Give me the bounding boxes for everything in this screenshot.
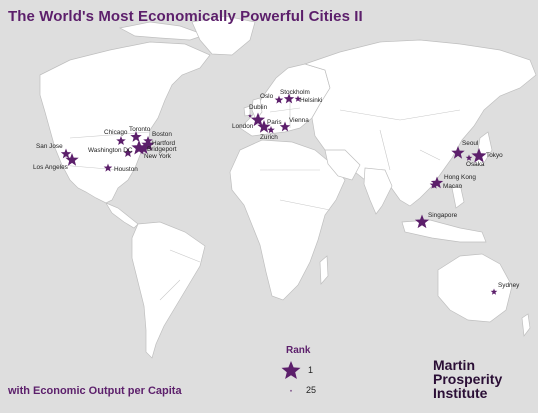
- legend-max-label: 1: [308, 365, 314, 375]
- city-label-los-angeles: Los Angeles: [33, 164, 68, 171]
- central-america-landmass: [105, 202, 139, 229]
- city-star-stockholm: [283, 93, 295, 104]
- institute-line-1: Martin: [433, 357, 475, 373]
- institute-line-2: Prosperity: [433, 371, 503, 387]
- city-star-tokyo: [471, 148, 487, 163]
- city-star-los-angeles: [65, 153, 79, 166]
- city-label-bridgeport: Bridgeport: [147, 146, 177, 153]
- city-star-vienna: [279, 121, 291, 132]
- institute-logo: Martin Prosperity Institute: [433, 358, 502, 400]
- city-label-oslo: Oslo: [260, 93, 274, 100]
- legend-title: Rank: [286, 345, 311, 356]
- institute-line-3: Institute: [433, 385, 488, 401]
- city-star-hong-kong: [430, 176, 444, 189]
- city-star-new-york: [131, 140, 147, 155]
- asia-landmass: [303, 39, 537, 207]
- city-star-seoul: [451, 146, 465, 159]
- city-label-boston: Boston: [152, 131, 172, 138]
- city-star-paris: [257, 120, 271, 133]
- city-label-osaka: Osaka: [466, 161, 485, 168]
- city-label-singapore: Singapore: [428, 212, 458, 219]
- city-label-stockholm: Stockholm: [280, 89, 310, 96]
- city-star-bridgeport: [138, 143, 150, 154]
- city-star-london: [250, 112, 266, 127]
- south-america-landmass: [131, 221, 206, 359]
- city-star-toronto: [130, 131, 142, 142]
- city-star-oslo: [274, 95, 284, 104]
- city-star-helsinki: [294, 95, 302, 102]
- india-landmass: [363, 167, 393, 215]
- city-label-seoul: Seoul: [462, 140, 478, 147]
- australia-landmass: [437, 253, 513, 323]
- city-label-london: London: [232, 123, 254, 130]
- greenland-landmass: [191, 15, 256, 56]
- city-star-zurich: [267, 126, 275, 134]
- city-star-washington-dc: [123, 148, 133, 157]
- legend-min-label: 25: [306, 385, 317, 395]
- city-label-vienna: Vienna: [289, 117, 309, 124]
- north-america-landmass: [39, 41, 211, 204]
- city-star-sydney: [490, 288, 498, 295]
- city-star-houston: [103, 163, 113, 172]
- city-star-hartford: [141, 138, 155, 151]
- map-subtitle: with Economic Output per Capita: [8, 385, 182, 397]
- city-label-hong-kong: Hong Kong: [444, 174, 476, 181]
- city-label-hartford: Hartford: [152, 140, 176, 147]
- city-star-san-jose: [60, 148, 72, 159]
- city-label-sydney: Sydney: [498, 282, 520, 289]
- city-label-san-jose: San Jose: [36, 143, 63, 150]
- philippines-landmass: [451, 183, 465, 209]
- city-label-zurich: Zurich: [260, 134, 278, 141]
- city-label-paris: Paris: [267, 119, 282, 126]
- city-star-singapore: [414, 214, 430, 229]
- canadian-islands: [118, 21, 207, 41]
- city-label-new-york: New York: [144, 153, 172, 160]
- madagascar-landmass: [319, 255, 329, 285]
- city-label-toronto: Toronto: [129, 126, 151, 133]
- africa-landmass: [229, 139, 346, 301]
- city-label-chicago: Chicago: [104, 129, 128, 136]
- arabia-landmass: [324, 149, 361, 181]
- city-label-helsinki: Helsinki: [300, 97, 322, 104]
- country-borders: [59, 90, 461, 301]
- city-label-washington-dc: Washington DC: [88, 147, 133, 154]
- city-star-dublin: [248, 114, 252, 118]
- city-star-osaka: [465, 154, 473, 161]
- city-label-macao: Macao: [443, 183, 463, 190]
- city-label-houston: Houston: [114, 166, 138, 173]
- city-label-dublin: Dublin: [249, 104, 268, 111]
- city-star-chicago: [116, 136, 126, 145]
- city-label-tokyo: Tokyo: [486, 152, 503, 159]
- map-title: The World's Most Economically Powerful C…: [8, 8, 363, 25]
- new-zealand-landmass: [521, 313, 531, 337]
- city-star-macao: [429, 180, 439, 189]
